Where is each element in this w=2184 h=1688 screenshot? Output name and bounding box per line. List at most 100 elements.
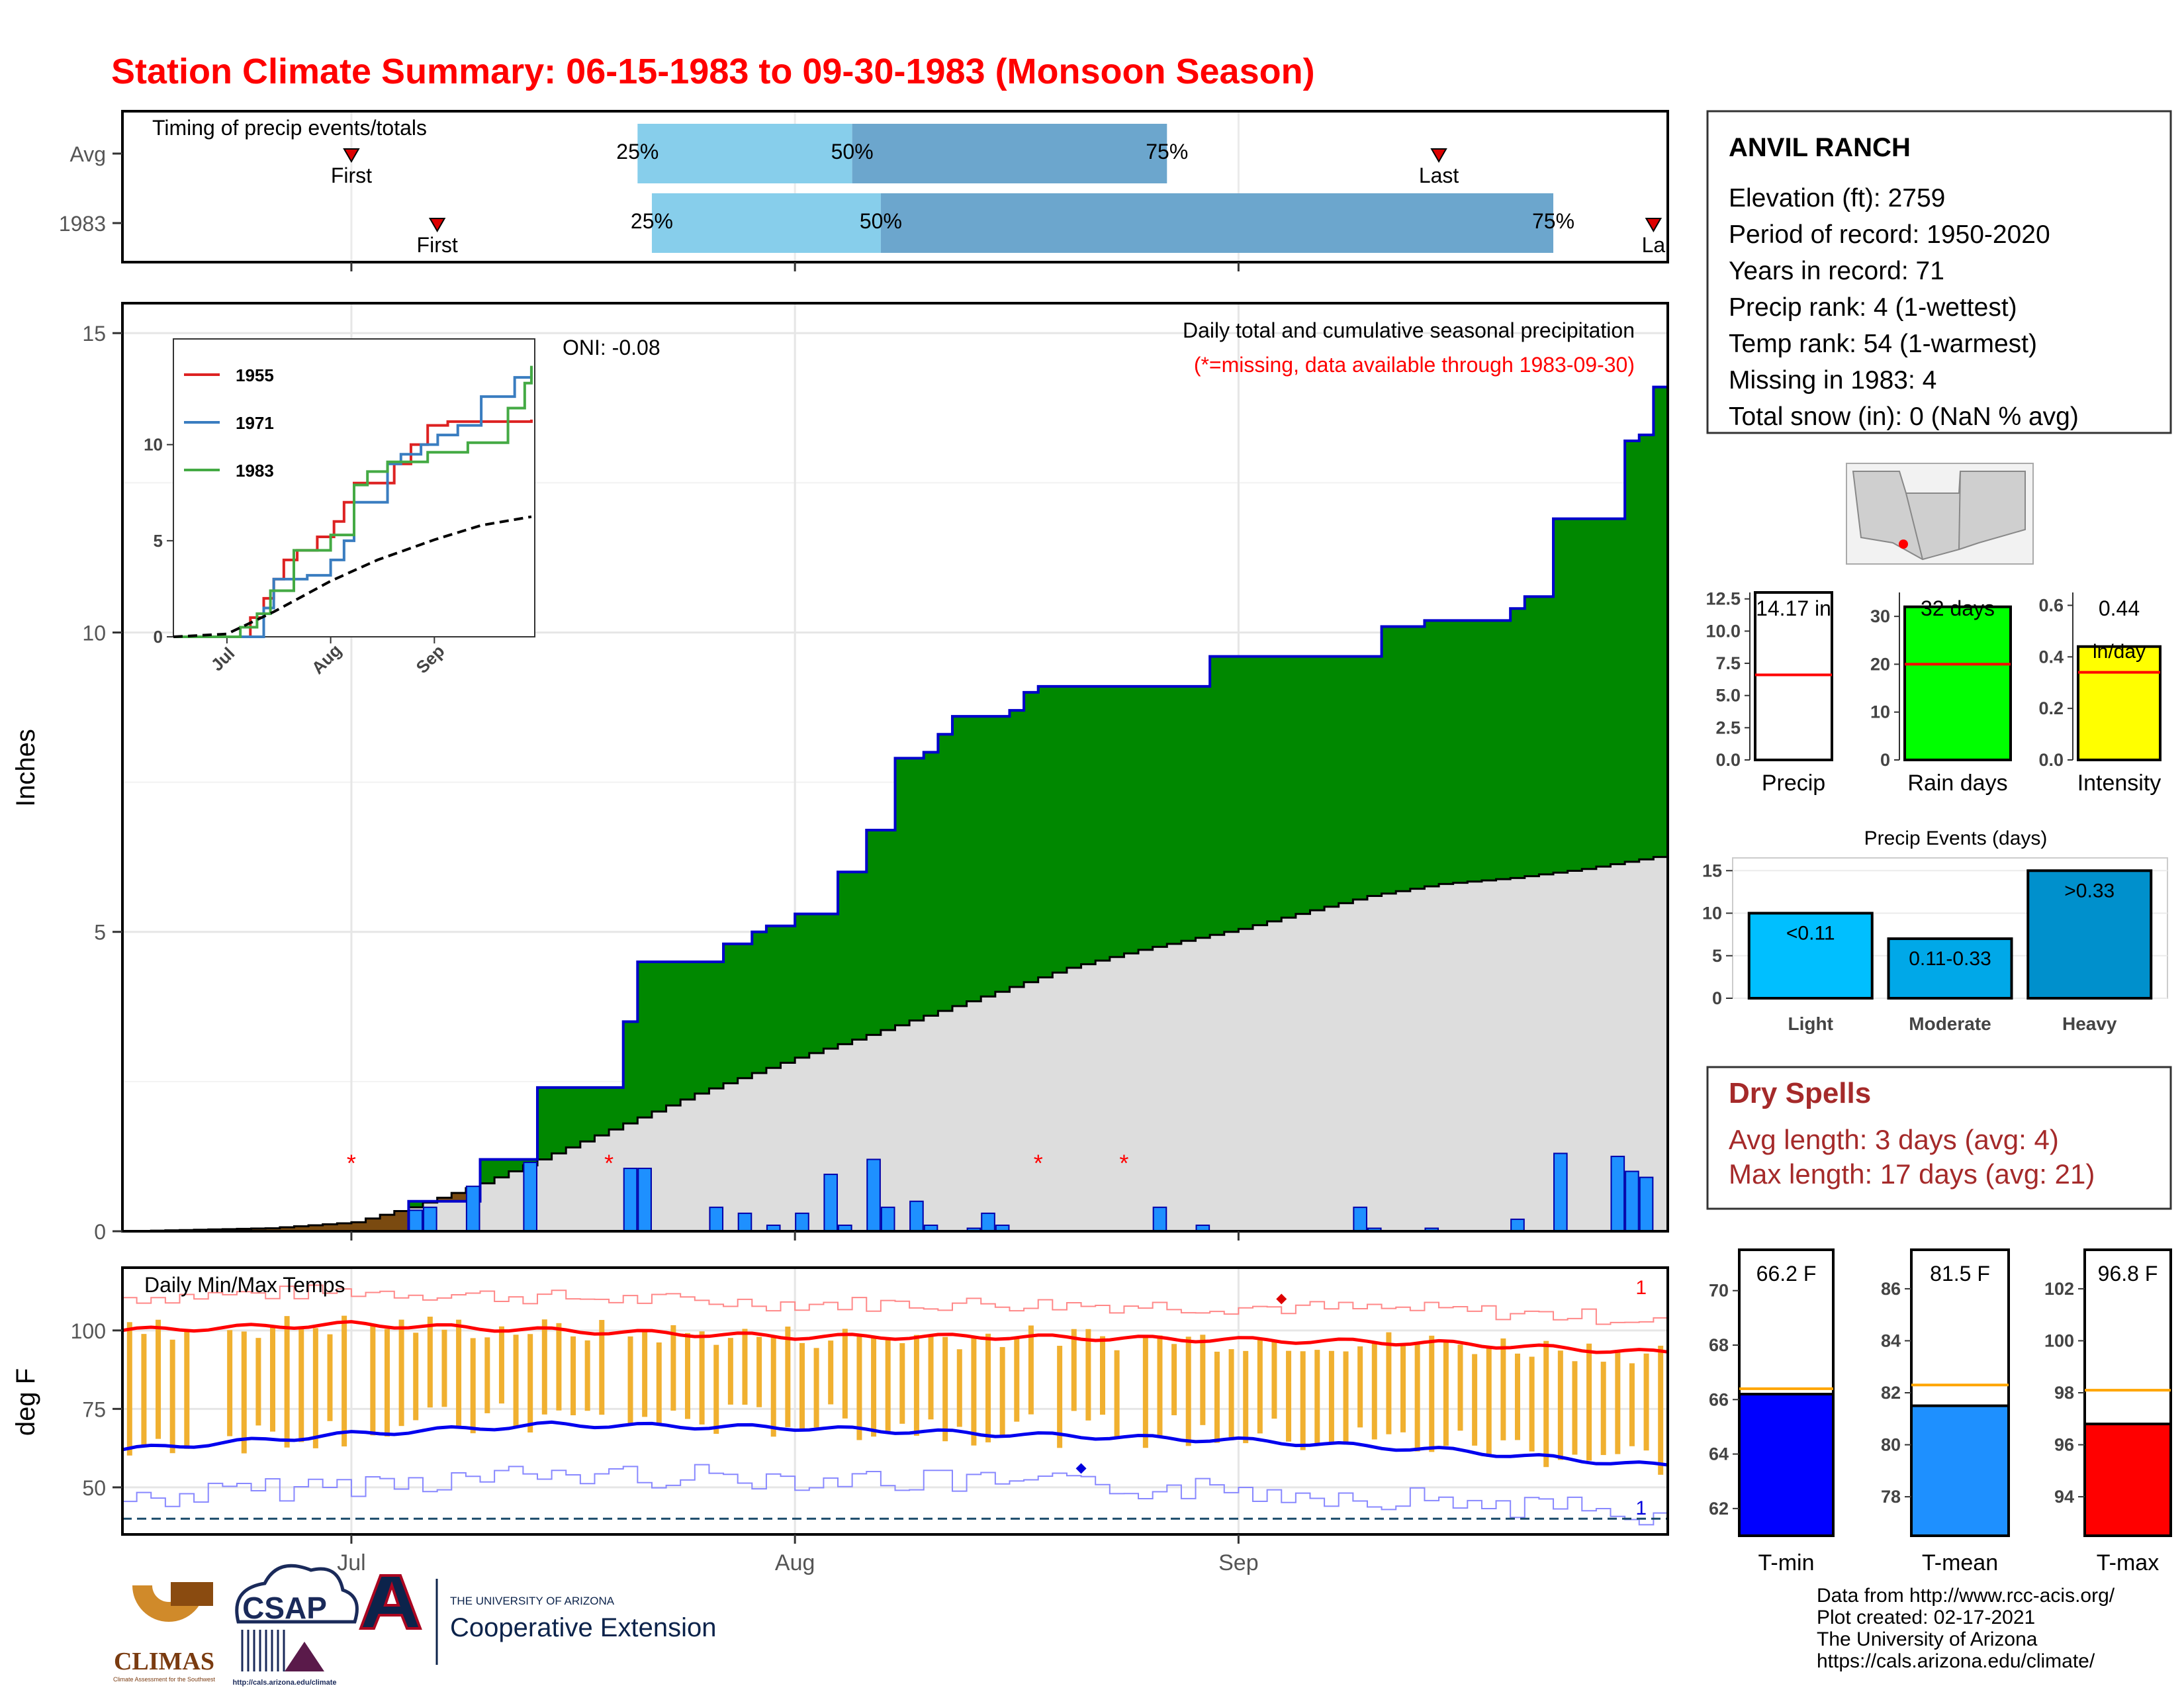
daily-temp-range-bar <box>427 1317 433 1408</box>
daily-temp-range-bar <box>413 1333 419 1421</box>
tsum-y-tick-label: 68 <box>1709 1335 1729 1355</box>
daily-temp-range-bar <box>1328 1350 1334 1445</box>
daily-temp-range-bar <box>1500 1338 1506 1440</box>
oni-annotation: ONI: -0.08 <box>563 336 660 359</box>
daily-temp-range-bar <box>1300 1351 1306 1450</box>
tsum-y-tick-label: 102 <box>2044 1279 2074 1299</box>
timing-q25-label: 25% <box>616 140 659 164</box>
footer-line: Data from http://www.rcc-acis.org/ <box>1817 1585 2115 1607</box>
timing-q25-label: 25% <box>631 209 673 233</box>
x-tick-label: Jul <box>337 1550 365 1575</box>
timing-last-label: Last <box>1419 164 1459 187</box>
ua-small-text: THE UNIVERSITY OF ARIZONA <box>450 1595 615 1607</box>
events-category-label: Heavy <box>2062 1013 2117 1034</box>
events-category-label: Light <box>1788 1013 1833 1034</box>
tsum-category-label-2: T-max <box>2097 1550 2159 1575</box>
record-max-marker <box>1276 1293 1287 1305</box>
main-y-tick-label: 5 <box>94 921 106 945</box>
timing-q50-q75-bar <box>880 193 1554 253</box>
daily-temp-range-bar <box>656 1342 662 1424</box>
x-tick-label: Aug <box>775 1550 815 1575</box>
temp-y-tick-label: 100 <box>71 1319 106 1343</box>
daily-precip-bar <box>981 1212 995 1231</box>
daily-temp-range-bar <box>126 1322 132 1456</box>
climas-logo-subtext: Climate Assessment for the Southwest <box>113 1676 216 1683</box>
map-state-border <box>1958 471 1961 550</box>
record-min-line <box>122 1464 1668 1526</box>
daily-temp-range-bar <box>1157 1335 1163 1437</box>
events-bar-heavy <box>2026 869 2153 1000</box>
dry-line: Max length: 17 days (avg: 21) <box>1729 1158 2095 1190</box>
daily-temp-range-bar <box>813 1348 819 1428</box>
daily-precip-bar <box>1610 1155 1625 1231</box>
daily-temp-range-bar <box>1386 1332 1392 1434</box>
dry-line: Avg length: 3 days (avg: 4) <box>1729 1124 2059 1155</box>
timing-title: Timing of precip events/totals <box>152 116 427 140</box>
daily-temp-range-bar <box>241 1331 247 1454</box>
timing-panel: Timing of precip events/totals Avg 25% 50% 7… <box>59 110 1669 271</box>
daily-precip-bar <box>880 1206 895 1231</box>
station-info-line: Years in record: 71 <box>1729 257 1944 285</box>
events-bar-label: <0.11 <box>1786 923 1835 945</box>
footer-credits: Data from http://www.rcc-acis.org/Plot c… <box>1817 1585 2115 1672</box>
daily-temp-range-bar <box>785 1327 791 1427</box>
daily-precip-bar <box>1625 1170 1639 1231</box>
daily-temp-range-bar <box>1629 1363 1635 1446</box>
main-y-tick-label: 10 <box>82 621 106 645</box>
daily-precip-bar <box>423 1206 437 1231</box>
daily-temp-range-bar <box>484 1337 490 1413</box>
temp-bg <box>122 1268 1668 1534</box>
daily-temp-range-bar <box>1557 1350 1563 1460</box>
daily-precip-bar <box>1553 1152 1568 1231</box>
timing-first-label: First <box>331 164 372 187</box>
main-y-axis-label: Inches <box>11 729 40 807</box>
tsum-y-tick-label: 78 <box>1881 1487 1901 1507</box>
events-bar-label: 0.11-0.33 <box>1909 948 1991 970</box>
daily-temp-range-bar <box>470 1338 476 1434</box>
station-frame <box>1706 110 2172 434</box>
tsum-y-tick-label: 86 <box>1881 1279 1901 1299</box>
tsum-bar-0 <box>1738 1393 1835 1537</box>
daily-temp-range-bar <box>842 1329 848 1419</box>
main-y-tick-label: 15 <box>82 322 106 346</box>
daily-temp-range-bar <box>570 1336 576 1415</box>
daily-temp-range-bar <box>1185 1336 1191 1446</box>
dry-frame <box>1706 1066 2172 1210</box>
tsum-bar-1 <box>1910 1404 2010 1538</box>
csap-logo-text: CSAP <box>242 1591 327 1625</box>
daily-temp-range-bar <box>184 1329 190 1449</box>
tsum-value-label-0: 66.2 F <box>1756 1262 1817 1286</box>
temp-chart-title: Daily Min/Max Temps <box>144 1273 345 1297</box>
daily-precip-bar <box>1152 1206 1167 1231</box>
avg-tmax-line <box>122 1320 1668 1354</box>
page-title: Station Climate Summary: 06-15-1983 to 0… <box>111 52 1315 91</box>
totals-value-label-2: 0.44 <box>2099 596 2140 620</box>
inset-series-avg <box>173 515 532 638</box>
record-max-count: 1 <box>1635 1277 1647 1299</box>
climas-logo-text: CLIMAS <box>114 1648 214 1675</box>
station-info-line: Period of record: 1950-2020 <box>1729 220 2050 249</box>
main-chart-title: Daily total and cumulative seasonal prec… <box>1183 318 1635 342</box>
daily-temp-range-bar <box>871 1337 877 1437</box>
daily-temp-range-bar <box>856 1335 862 1440</box>
events-bar-moderate <box>1887 937 2013 1000</box>
events-y-tick-label: 15 <box>1702 861 1722 880</box>
map-state-border <box>1905 492 1923 560</box>
daily-temp-range-bar <box>1443 1340 1449 1446</box>
ua-big-text: Cooperative Extension <box>450 1613 716 1642</box>
daily-temp-range-bar <box>899 1343 905 1424</box>
daily-temp-range-bar <box>1543 1340 1549 1468</box>
daily-temp-range-bar <box>1529 1356 1535 1452</box>
daily-temp-range-bar <box>599 1319 605 1415</box>
events-category-label: Moderate <box>1909 1013 1991 1034</box>
inset-series-1971 <box>173 367 533 638</box>
daily-temp-range-bar <box>441 1329 447 1407</box>
daily-temp-range-bar <box>1057 1346 1063 1448</box>
daily-temp-range-bar <box>312 1328 318 1448</box>
daily-precip-bar <box>623 1168 638 1231</box>
daily-temp-range-bar <box>541 1319 547 1415</box>
dry-spells-box: Dry Spells Avg length: 3 days (avg: 4)Max… <box>1706 1066 2172 1210</box>
location-map <box>1846 463 2034 565</box>
totals-y-tick-label: 5.0 <box>1715 686 1741 706</box>
temp-y-tick-label: 50 <box>82 1476 106 1500</box>
